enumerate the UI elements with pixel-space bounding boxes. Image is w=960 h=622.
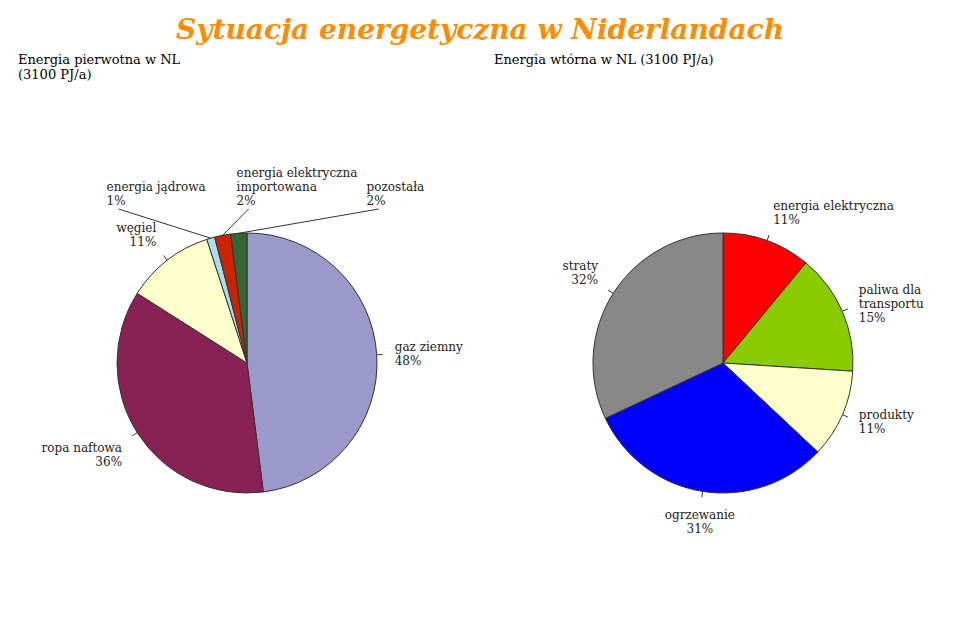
svg-text:produkty11%: produkty11%: [859, 408, 914, 436]
svg-text:energia elektryczna11%: energia elektryczna11%: [773, 199, 894, 227]
svg-text:gaz ziemny48%: gaz ziemny48%: [395, 340, 463, 368]
svg-text:ogrzewanie31%: ogrzewanie31%: [665, 508, 735, 536]
svg-text:węgiel11%: węgiel11%: [116, 221, 156, 249]
svg-text:energia jądrowa1%: energia jądrowa1%: [107, 180, 206, 208]
svg-text:energia elektrycznaimportowana: energia elektrycznaimportowana2%: [237, 166, 358, 208]
html-text:Sytuacja energetyczna w Niderl: Sytuacja energetyczna w Niderlandach: [176, 13, 784, 46]
html-text:Energia wtórna w NL (3100 PJ/a: Energia wtórna w NL (3100 PJ/a): [494, 52, 714, 67]
html-text:Energia pierwotna w NL (3100 P: Energia pierwotna w NL (3100 PJ/a): [18, 52, 181, 82]
svg-text:paliwa dlatransportu15%: paliwa dlatransportu15%: [859, 283, 924, 325]
svg-text:ropa naftowa36%: ropa naftowa36%: [42, 441, 122, 469]
svg-text:straty32%: straty32%: [563, 259, 599, 287]
svg-text:pozostała2%: pozostała2%: [367, 180, 425, 208]
